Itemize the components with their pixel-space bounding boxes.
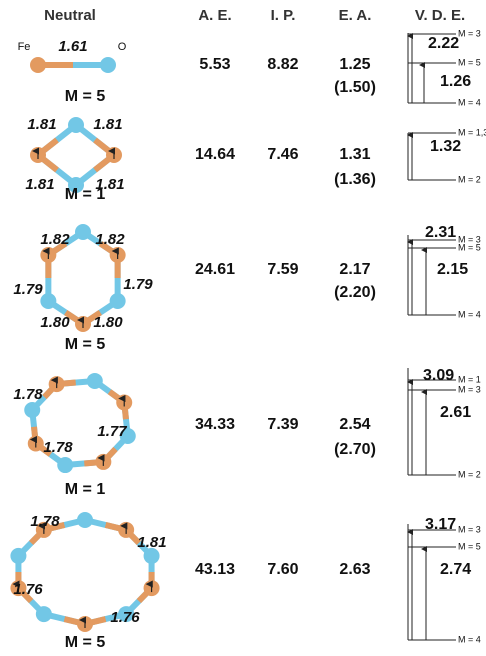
multiplicity: M = 1	[65, 481, 106, 498]
column-header: I. P.	[271, 7, 296, 24]
level-label: M = 4	[458, 97, 481, 107]
column-header: E. A.	[339, 7, 372, 24]
structure: 1.78 1.77 1.78	[13, 373, 135, 473]
atom	[100, 57, 116, 73]
adiabatic-energy: 24.61	[195, 261, 235, 278]
bond-length: 1.80	[93, 314, 123, 331]
electron-affinity: 2.54	[339, 416, 370, 433]
level-label: M = 5	[458, 242, 481, 252]
electron-affinity: 2.17	[339, 261, 370, 278]
electron-affinity-exp: (1.36)	[334, 171, 376, 188]
multiplicity: M = 5	[65, 634, 106, 651]
vde-value: 1.32	[430, 138, 461, 155]
atom	[77, 512, 93, 528]
level-label: M = 5	[458, 541, 481, 551]
bond-length: 1.76	[110, 609, 140, 626]
structure: 1.82 1.82 1.79 1.79 1.80 1.80	[13, 224, 153, 332]
atom	[57, 457, 73, 473]
electron-affinity-exp: (2.20)	[334, 284, 376, 301]
bond-length: 1.77	[97, 423, 127, 440]
atom	[36, 606, 52, 622]
multiplicity: M = 5	[65, 88, 106, 105]
multiplicity: M = 5	[65, 336, 106, 353]
ionization-potential: 7.59	[267, 261, 298, 278]
atom-label: Fe	[18, 41, 31, 53]
column-header: Neutral	[44, 7, 96, 24]
ionization-potential: 7.60	[267, 561, 298, 578]
electron-affinity-exp: (2.70)	[334, 441, 376, 458]
atom	[87, 373, 103, 389]
bond-length: 1.81	[137, 534, 166, 551]
column-header: V. D. E.	[415, 7, 465, 24]
bond-length: 1.76	[13, 581, 43, 598]
electron-affinity: 1.31	[339, 146, 370, 163]
bond-length: 1.81	[27, 116, 56, 133]
bond-length: 1.82	[40, 231, 70, 248]
bond-length: 1.78	[13, 386, 43, 403]
electron-affinity: 1.25	[339, 56, 370, 73]
atom	[30, 57, 46, 73]
vde-value: 3.09	[423, 367, 454, 384]
column-header: A. E.	[198, 7, 231, 24]
ionization-potential: 7.46	[267, 146, 298, 163]
adiabatic-energy: 14.64	[195, 146, 235, 163]
bond-length: 1.80	[40, 314, 70, 331]
multiplicity: M = 1	[65, 186, 106, 203]
level-label: M = 1,3	[458, 127, 486, 137]
atom-label: O	[118, 41, 127, 53]
bond-length: 1.81	[93, 116, 122, 133]
bond-length: 1.82	[95, 231, 125, 248]
ionization-potential: 7.39	[267, 416, 298, 433]
adiabatic-energy: 5.53	[199, 56, 230, 73]
bond-length: 1.81	[25, 176, 54, 193]
level-label: M = 3	[458, 384, 481, 394]
bond-length: 1.78	[43, 439, 73, 456]
level-label: M = 2	[458, 174, 481, 184]
level-label: M = 1	[458, 374, 481, 384]
atom	[40, 293, 56, 309]
structure: 1.78 1.81 1.76 1.76	[10, 512, 166, 632]
atom	[10, 548, 26, 564]
vde-value: 2.61	[440, 404, 471, 421]
vde-value: 2.74	[440, 561, 471, 578]
level-label: M = 3	[458, 524, 481, 534]
electron-affinity: 2.63	[339, 561, 370, 578]
bond-length: 1.78	[30, 513, 60, 530]
atom	[68, 117, 84, 133]
vde-value: 3.17	[425, 516, 456, 533]
electron-affinity-exp: (1.50)	[334, 79, 376, 96]
level-label: M = 2	[458, 469, 481, 479]
level-label: M = 3	[458, 28, 481, 38]
level-label: M = 4	[458, 634, 481, 644]
bond-length: 1.79	[13, 281, 43, 298]
adiabatic-energy: 34.33	[195, 416, 235, 433]
structure: Fe O 1.61	[18, 38, 127, 73]
atom	[110, 293, 126, 309]
bond-length: 1.61	[58, 38, 87, 55]
level-label: M = 4	[458, 309, 481, 319]
level-label: M = 5	[458, 57, 481, 67]
figure: Neutral A. E. I. P. E. A. V. D. E. Fe O 1.61 M =…	[0, 0, 486, 656]
ionization-potential: 8.82	[267, 56, 298, 73]
bond-length: 1.79	[123, 276, 153, 293]
vde-value: 2.31	[425, 224, 456, 241]
vde-value: 2.22	[428, 35, 459, 52]
atom	[24, 402, 40, 418]
vde-value: 1.26	[440, 73, 471, 90]
atom	[75, 224, 91, 240]
adiabatic-energy: 43.13	[195, 561, 235, 578]
vde-value: 2.15	[437, 261, 468, 278]
